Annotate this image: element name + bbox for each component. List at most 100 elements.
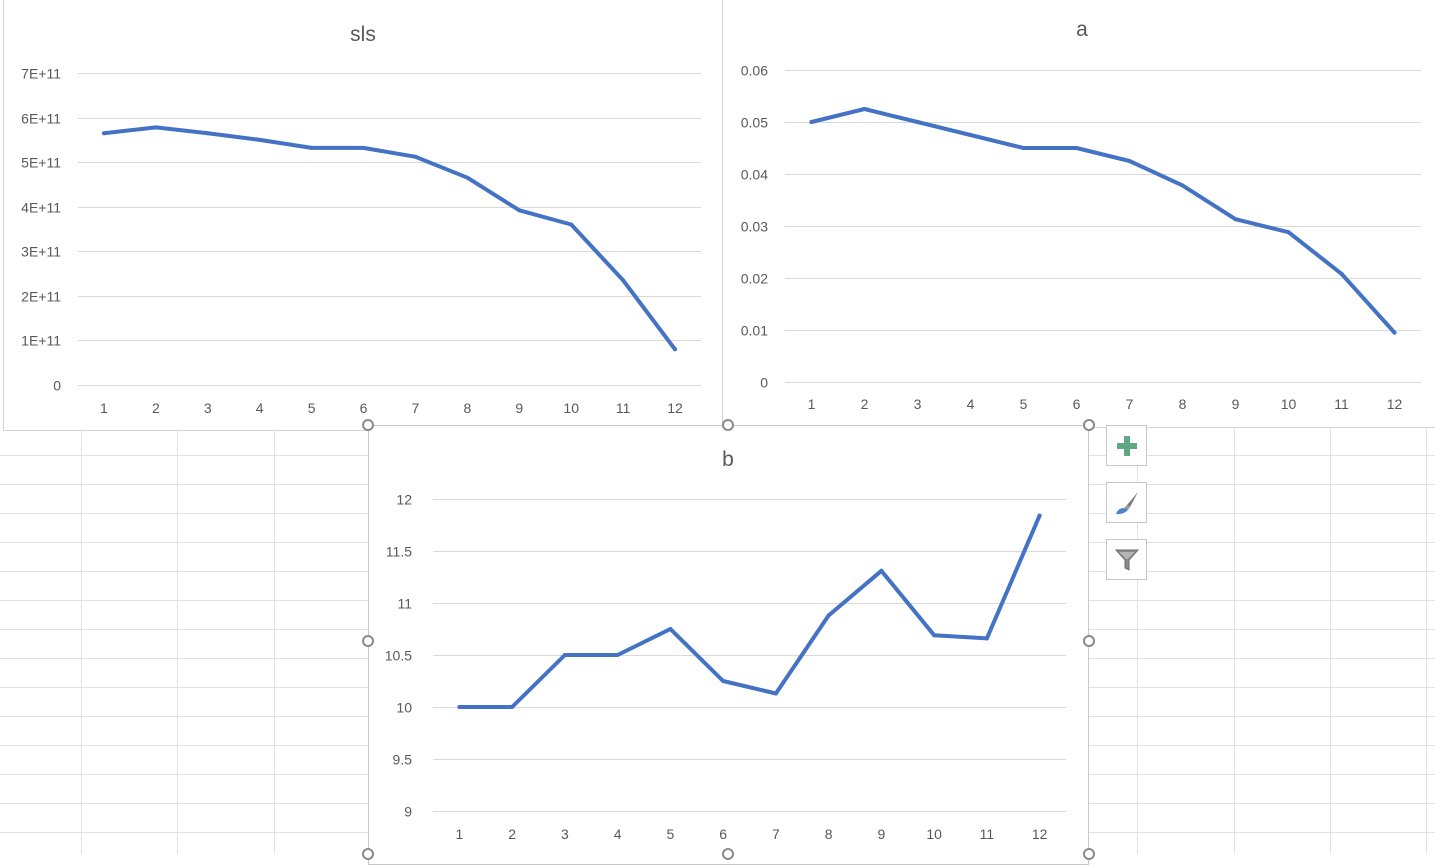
chart-elements-button[interactable] <box>1106 425 1147 466</box>
data-point[interactable] <box>413 154 418 159</box>
series-line[interactable] <box>457 513 1042 709</box>
x-tick-label: 12 <box>1032 826 1048 842</box>
x-tick-label: 8 <box>825 826 833 842</box>
data-point[interactable] <box>102 131 106 136</box>
x-tick-label: 1 <box>455 826 463 842</box>
data-point[interactable] <box>915 120 920 124</box>
resize-handle-top-middle[interactable] <box>722 419 734 431</box>
x-tick-label: 2 <box>861 396 869 412</box>
x-tick-label: 10 <box>1281 396 1297 412</box>
data-point[interactable] <box>773 691 778 696</box>
x-tick-label: 8 <box>1179 396 1187 412</box>
x-tick-label: 3 <box>561 826 569 842</box>
resize-handle-bottom-middle[interactable] <box>722 848 734 860</box>
y-tick-label: 1E+11 <box>21 333 61 349</box>
resize-handle-middle-right[interactable] <box>1083 635 1095 647</box>
data-point[interactable] <box>1286 230 1291 235</box>
chart-sls[interactable]: sls 0 1E+11 2E+11 3E+11 4E+11 5E+11 6E+11 7E+11 1… <box>3 0 723 431</box>
data-point[interactable] <box>569 222 574 227</box>
x-tick-label: 4 <box>256 400 264 416</box>
data-point[interactable] <box>826 613 831 618</box>
y-tick-label: 0.04 <box>741 167 768 183</box>
data-point[interactable] <box>457 705 462 709</box>
chart-styles-button[interactable] <box>1106 482 1147 523</box>
x-tick-label: 6 <box>719 826 727 842</box>
y-tick-label: 11 <box>397 596 412 612</box>
x-tick-label: 2 <box>508 826 516 842</box>
data-point[interactable] <box>615 653 620 657</box>
data-point[interactable] <box>1392 330 1397 335</box>
x-tick-label: 4 <box>967 396 975 412</box>
x-tick-label: 12 <box>667 400 683 416</box>
data-point[interactable] <box>510 705 515 709</box>
data-point[interactable] <box>562 653 567 657</box>
y-tick-label: 0.05 <box>741 115 768 131</box>
resize-handle-top-left[interactable] <box>362 419 374 431</box>
y-tick-label: 0.02 <box>741 271 768 287</box>
x-tick-label: 3 <box>914 396 922 412</box>
data-point[interactable] <box>809 120 814 124</box>
data-point[interactable] <box>1233 217 1238 222</box>
data-point[interactable] <box>968 133 973 137</box>
x-tick-label: 3 <box>204 400 212 416</box>
resize-handle-top-right[interactable] <box>1083 419 1095 431</box>
data-point[interactable] <box>309 145 314 150</box>
x-tick-label: 5 <box>308 400 316 416</box>
brush-icon <box>1115 491 1138 514</box>
data-point[interactable] <box>361 145 366 150</box>
data-point[interactable] <box>1127 159 1132 163</box>
funnel-icon <box>1114 549 1139 571</box>
y-tick-label: 11.5 <box>386 544 412 560</box>
x-tick-label: 8 <box>463 400 471 416</box>
data-point[interactable] <box>984 636 989 641</box>
resize-handle-bottom-right[interactable] <box>1083 848 1095 860</box>
data-point[interactable] <box>1180 183 1185 188</box>
data-point[interactable] <box>621 278 626 283</box>
data-point[interactable] <box>932 633 937 638</box>
data-point[interactable] <box>465 175 470 180</box>
chart-b[interactable]: b 9 9.5 10 10.5 11 11.5 12 1 2 3 4 5 6 7 8 9 10 11 12 <box>368 425 1089 865</box>
data-point[interactable] <box>879 568 884 573</box>
y-tick-label: 0.06 <box>741 63 768 79</box>
series-line[interactable] <box>102 125 677 352</box>
x-tick-label: 1 <box>808 396 816 412</box>
chart-title: a <box>1076 18 1088 41</box>
y-tick-label: 0 <box>53 378 61 394</box>
data-point[interactable] <box>1021 146 1026 150</box>
chart-filters-button[interactable] <box>1106 539 1147 580</box>
resize-handle-middle-left[interactable] <box>362 635 374 647</box>
y-tick-label: 9 <box>404 804 412 820</box>
x-tick-label: 4 <box>614 826 622 842</box>
data-point[interactable] <box>1339 271 1344 276</box>
data-point[interactable] <box>721 679 726 683</box>
data-point[interactable] <box>673 347 677 352</box>
x-tick-label: 9 <box>877 826 885 842</box>
data-point[interactable] <box>668 627 673 631</box>
data-point[interactable] <box>862 107 867 111</box>
x-tick-label: 6 <box>1073 396 1081 412</box>
chart-a[interactable]: a 0 0.01 0.02 0.03 0.04 0.05 0.06 1 2 3 4 5 6 7 8 9 10 11 1… <box>722 0 1435 428</box>
data-point[interactable] <box>153 125 158 130</box>
x-tick-label: 11 <box>616 400 631 416</box>
data-point[interactable] <box>1074 146 1079 150</box>
y-tick-label: 9.5 <box>393 752 413 768</box>
x-tick-label: 1 <box>100 400 108 416</box>
x-tick-label: 7 <box>1126 396 1134 412</box>
x-tick-label: 7 <box>412 400 420 416</box>
y-tick-label: 5E+11 <box>21 155 61 171</box>
x-tick-label: 10 <box>926 826 942 842</box>
y-tick-label: 2E+11 <box>21 289 61 305</box>
data-point[interactable] <box>517 208 522 213</box>
data-point[interactable] <box>1037 513 1042 518</box>
x-tick-label: 10 <box>563 400 579 416</box>
data-point[interactable] <box>205 131 210 136</box>
resize-handle-bottom-left[interactable] <box>362 848 374 860</box>
data-point[interactable] <box>257 137 262 142</box>
x-tick-label: 6 <box>360 400 368 416</box>
y-tick-label: 4E+11 <box>21 200 61 216</box>
y-tick-label: 6E+11 <box>21 111 61 127</box>
series-line[interactable] <box>809 107 1397 335</box>
x-tick-label: 12 <box>1387 396 1403 412</box>
chart-sls-plot: sls 0 1E+11 2E+11 3E+11 4E+11 5E+11 6E+11 7E+11 1… <box>21 23 701 416</box>
